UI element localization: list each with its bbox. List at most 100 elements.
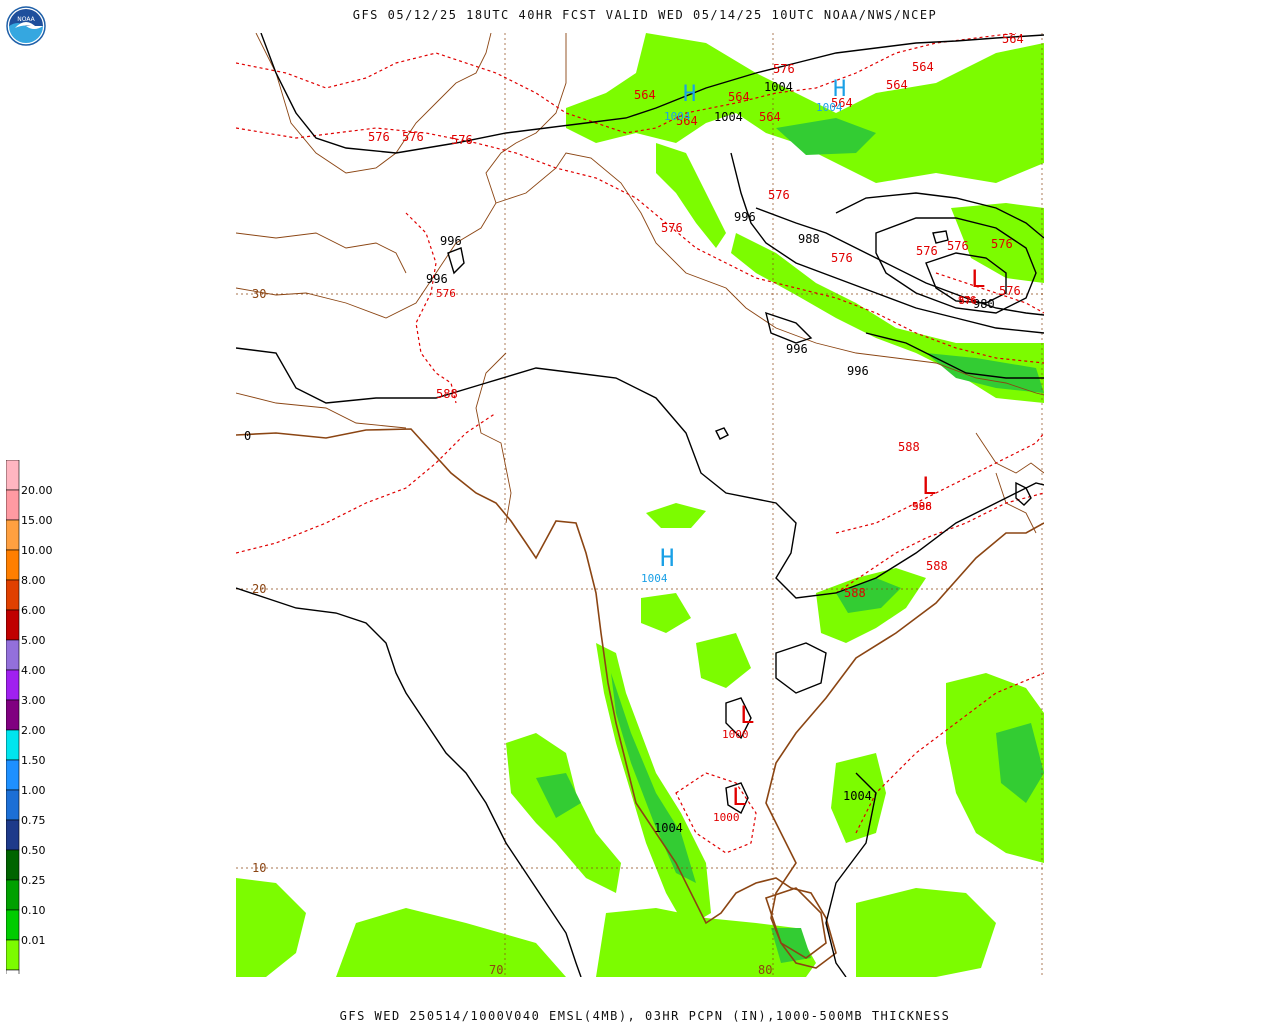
pressure-label: 996: [734, 210, 756, 224]
thickness-label: 564: [886, 78, 908, 92]
pressure-label: 996: [440, 234, 462, 248]
legend-label: 20.00: [21, 484, 53, 497]
precip-legend: 20.00 15.00 10.00 8.00 6.00 5.00 4.00 3.00 2.00 1…: [6, 460, 53, 974]
isobar: [835, 192, 1044, 239]
isobar: [825, 772, 877, 977]
coastline: [764, 887, 827, 959]
high-center-value: 1004: [641, 572, 668, 585]
precip-area: [776, 118, 876, 155]
legend-swatch: [6, 639, 20, 671]
isobar: [875, 217, 1037, 314]
isobar: [236, 347, 1044, 599]
longitude-label: 70: [489, 963, 503, 977]
precip-area: [236, 878, 306, 977]
isobar: [725, 782, 749, 815]
thickness-label: 576: [773, 62, 795, 76]
latitude-label: 20: [252, 582, 266, 596]
legend-swatch: [6, 759, 20, 791]
coastline: [236, 428, 1044, 969]
legend-swatch: [6, 939, 20, 971]
country-border: [495, 152, 1044, 396]
latitude-label: 10: [252, 861, 266, 875]
precip-area: [836, 578, 901, 613]
thickness-contour: [236, 127, 1044, 364]
low-center-symbol: L: [922, 472, 936, 500]
isobar: [865, 332, 1044, 379]
legend-swatch: [6, 669, 20, 701]
legend-label: 1.50: [21, 754, 46, 767]
weather-map: 1004 1004 996 996 996 988 980 996 996 99…: [236, 33, 1044, 977]
legend-swatch: [6, 909, 20, 941]
isobar: [775, 642, 827, 694]
thickness-label: 576: [916, 244, 938, 258]
legend-label: 3.00: [21, 694, 46, 707]
thickness-label: 576: [831, 251, 853, 265]
isobar: [1015, 481, 1032, 506]
thickness-contour: [855, 672, 1044, 834]
thickness-contours: [236, 33, 1044, 854]
thickness-label: 564: [634, 88, 656, 102]
legend-label: 5.00: [21, 634, 46, 647]
pressure-label: 996: [786, 342, 808, 356]
low-center-value: 1000: [713, 811, 740, 824]
legend-label: 0.50: [21, 844, 46, 857]
pressure-label: 1004: [654, 821, 683, 835]
isobar: [730, 152, 1044, 334]
low-center-symbol: L: [971, 265, 985, 293]
legend-label: 4.00: [21, 664, 46, 677]
precip-area: [336, 908, 566, 977]
pressure-label: 1004: [764, 80, 793, 94]
thickness-labels: 576 576 576 564 564 564 564 576 564 564 …: [368, 33, 1024, 600]
longitude-label: 80: [758, 963, 772, 977]
isobar: [925, 252, 1007, 304]
low-center-symbol: L: [732, 783, 746, 811]
precip-area: [646, 503, 706, 528]
low-center-value: 976: [958, 295, 976, 306]
high-center-value: 1004: [664, 110, 691, 123]
high-center-symbol: H: [683, 82, 696, 107]
isobar: [755, 207, 1044, 316]
precip-area: [946, 673, 1044, 863]
thickness-label: 588: [912, 500, 932, 513]
legend-swatch: [6, 579, 20, 611]
pressure-label: 0: [244, 429, 251, 443]
isobar: [260, 33, 1044, 154]
thickness-contour: [835, 432, 1044, 534]
legend-swatch: [6, 879, 20, 911]
thickness-label: 576: [768, 188, 790, 202]
thickness-label: 576: [402, 130, 424, 144]
thickness-label: 588: [844, 586, 866, 600]
precip-area: [641, 593, 691, 633]
pressure-label: 980: [973, 297, 995, 311]
lat-lon-grid: [236, 33, 1044, 977]
thickness-label: 576: [959, 296, 977, 307]
legend-swatch: [6, 609, 20, 641]
thickness-label: 576: [947, 239, 969, 253]
legend-label: 10.00: [21, 544, 53, 557]
thickness-label: 564: [759, 110, 781, 124]
thickness-label: 564: [912, 60, 934, 74]
precip-area: [926, 353, 1044, 393]
thickness-contour: [236, 33, 1017, 134]
isobar: [715, 427, 729, 440]
country-border: [475, 352, 512, 524]
legend-swatch: [6, 549, 20, 581]
legend-label: 2.00: [21, 724, 46, 737]
country-border: [995, 472, 1037, 534]
low-center-symbol: L: [740, 701, 754, 729]
isobar: [236, 587, 582, 977]
pressure-label: 996: [426, 272, 448, 286]
isobar: [725, 697, 752, 740]
thickness-label: 564: [676, 114, 698, 128]
thickness-label: 564: [1002, 33, 1024, 46]
legend-swatch: [6, 699, 20, 731]
legend-label: 0.75: [21, 814, 46, 827]
legend-swatch: [6, 969, 20, 974]
svg-text:NOAA: NOAA: [17, 16, 35, 23]
thickness-label: 576: [661, 221, 683, 235]
thickness-label: 564: [831, 96, 853, 110]
legend-swatch: [6, 460, 20, 491]
legend-swatch: [6, 849, 20, 881]
thickness-label: 576: [991, 237, 1013, 251]
legend-label: 0.01: [21, 934, 46, 947]
